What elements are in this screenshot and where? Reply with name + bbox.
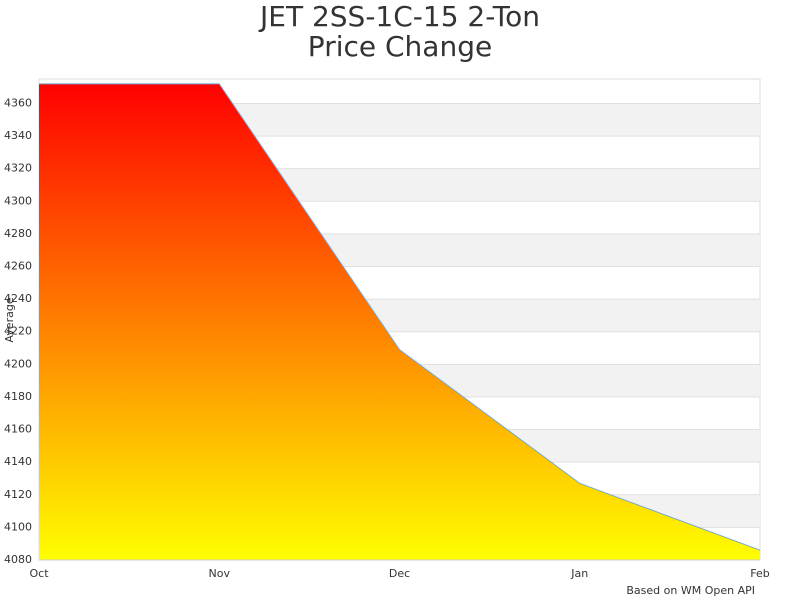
y-tick-label: 4360 <box>4 96 32 109</box>
line <box>39 83 761 551</box>
x-tick-label: Nov <box>209 567 231 580</box>
y-tick-label: 4200 <box>4 357 32 370</box>
x-tick-label: Dec <box>389 567 410 580</box>
y-tick-label: 4320 <box>4 162 32 175</box>
y-tick-label: 4340 <box>4 129 32 142</box>
chart-title: Price Change <box>308 30 492 63</box>
y-tick-label: 4300 <box>4 194 32 207</box>
y-tick-label: 4180 <box>4 390 32 403</box>
x-tick-label: Feb <box>750 567 769 580</box>
area <box>39 83 760 560</box>
footer: Based on WM Open API <box>626 584 755 597</box>
y-tick-label: 4140 <box>4 455 32 468</box>
y-tick-label: 4280 <box>4 227 32 240</box>
y-tick-label: 4160 <box>4 423 32 436</box>
y-tick-label: 4100 <box>4 520 32 533</box>
x-tick-label: Jan <box>570 567 588 580</box>
chart-title: JET 2SS-1C-15 2-Ton <box>258 0 540 33</box>
y-tick-label: 4220 <box>4 325 32 338</box>
y-axis-label: Average <box>3 297 16 342</box>
y-tick-label: 4080 <box>4 553 32 566</box>
y-tick-label: 4120 <box>4 488 32 501</box>
y-tick-label: 4240 <box>4 292 32 305</box>
x-tick-label: Oct <box>29 567 49 580</box>
y-tick-label: 4260 <box>4 260 32 273</box>
